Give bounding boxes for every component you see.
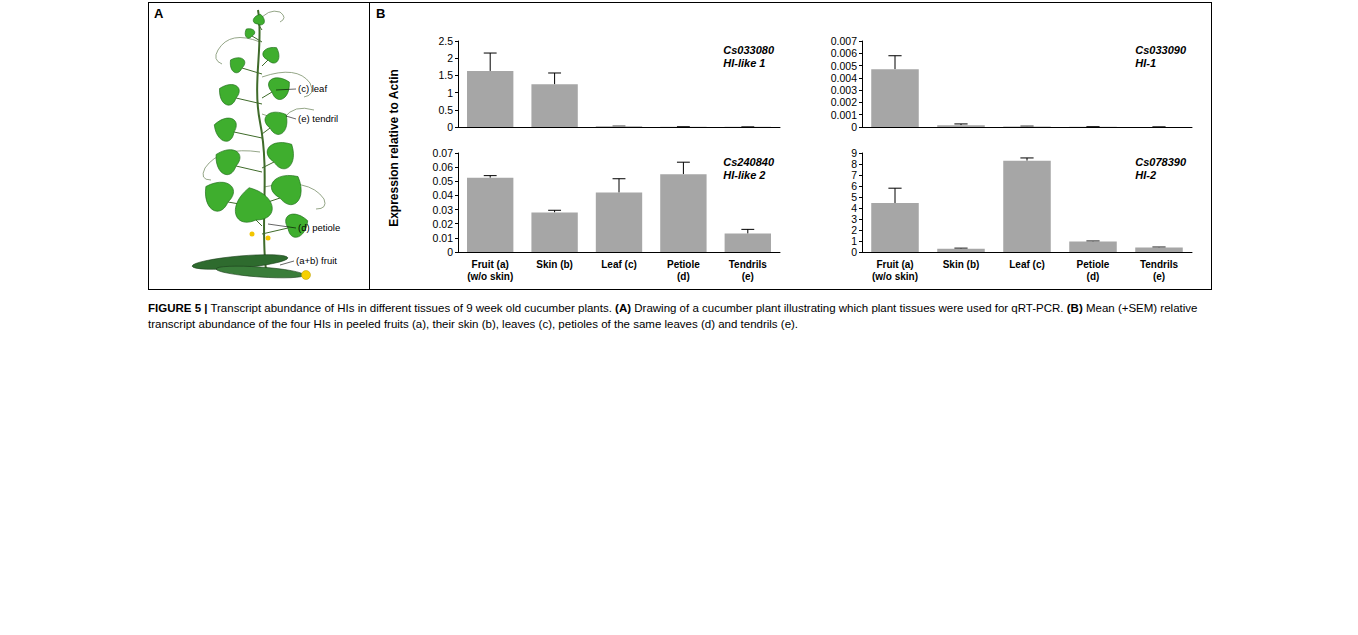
svg-text:(w/o skin): (w/o skin) [467, 271, 513, 282]
svg-text:Leaf (c): Leaf (c) [1009, 259, 1045, 270]
svg-text:Leaf (c): Leaf (c) [601, 259, 637, 270]
html-text:Expression relative to Actin: Expression relative to Actin [387, 69, 401, 227]
svg-text:0: 0 [851, 246, 857, 258]
svg-text:0.004: 0.004 [831, 72, 857, 84]
svg-text:Cs033080: Cs033080 [723, 44, 775, 56]
svg-text:7: 7 [851, 169, 857, 181]
svg-text:3: 3 [851, 213, 857, 225]
svg-text:Tendrils: Tendrils [729, 259, 768, 270]
svg-text:Fruit (a): Fruit (a) [876, 259, 913, 270]
svg-text:0: 0 [447, 121, 453, 133]
svg-text:0.001: 0.001 [831, 109, 857, 121]
svg-text:Cs240840: Cs240840 [723, 156, 775, 168]
svg-text:Cs078390: Cs078390 [1135, 156, 1187, 168]
svg-text:8: 8 [851, 158, 857, 170]
svg-text:(d): (d) [1087, 271, 1100, 282]
svg-text:0.02: 0.02 [433, 218, 454, 230]
svg-text:Petiole: Petiole [667, 259, 700, 270]
svg-text:0: 0 [851, 121, 857, 133]
svg-text:Skin (b): Skin (b) [943, 259, 980, 270]
svg-text:(c) leaf: (c) leaf [298, 83, 327, 94]
svg-text:9: 9 [851, 147, 857, 159]
svg-text:2.5: 2.5 [438, 35, 453, 47]
svg-text:(w/o skin): (w/o skin) [872, 271, 918, 282]
svg-text:5: 5 [851, 191, 857, 203]
svg-text:4: 4 [851, 202, 857, 214]
svg-text:0: 0 [447, 246, 453, 258]
svg-text:Cs033090: Cs033090 [1135, 44, 1187, 56]
svg-text:(a+b) fruit: (a+b) fruit [296, 255, 337, 266]
svg-text:Skin (b): Skin (b) [536, 259, 573, 270]
svg-text:Tendrils: Tendrils [1140, 259, 1179, 270]
svg-text:HI-like 2: HI-like 2 [723, 169, 765, 181]
html-text:FIGURE 5 | Transcript abundanc: FIGURE 5 | Transcript abundance of HIs i… [148, 302, 1198, 330]
svg-text:(d) petiole: (d) petiole [298, 222, 340, 233]
svg-text:Petiole: Petiole [1077, 259, 1110, 270]
svg-text:HI-like 1: HI-like 1 [723, 57, 765, 69]
svg-text:(d): (d) [677, 271, 690, 282]
svg-text:1: 1 [447, 87, 453, 99]
svg-text:0.01: 0.01 [433, 232, 454, 244]
svg-text:0.03: 0.03 [433, 204, 454, 216]
svg-text:0.05: 0.05 [433, 175, 454, 187]
svg-text:0.5: 0.5 [438, 104, 453, 116]
svg-text:0.07: 0.07 [433, 147, 454, 159]
svg-text:0.003: 0.003 [831, 84, 857, 96]
svg-text:0.06: 0.06 [433, 161, 454, 173]
svg-text:Fruit (a): Fruit (a) [472, 259, 509, 270]
svg-text:HI-1: HI-1 [1135, 57, 1156, 69]
svg-text:1: 1 [851, 235, 857, 247]
svg-text:6: 6 [851, 180, 857, 192]
svg-text:(e): (e) [742, 271, 754, 282]
svg-text:0.007: 0.007 [831, 35, 857, 47]
svg-text:0.005: 0.005 [831, 60, 857, 72]
svg-text:2: 2 [447, 52, 453, 64]
svg-text:0.006: 0.006 [831, 47, 857, 59]
svg-text:(e) tendril: (e) tendril [298, 113, 338, 124]
html-text:B: B [376, 6, 386, 21]
svg-text:HI-2: HI-2 [1135, 169, 1156, 181]
html-text:A: A [154, 6, 164, 21]
svg-text:0.04: 0.04 [433, 189, 454, 201]
svg-text:1.5: 1.5 [438, 69, 453, 81]
svg-text:(e): (e) [1153, 271, 1165, 282]
svg-text:0.002: 0.002 [831, 96, 857, 108]
svg-text:2: 2 [851, 224, 857, 236]
